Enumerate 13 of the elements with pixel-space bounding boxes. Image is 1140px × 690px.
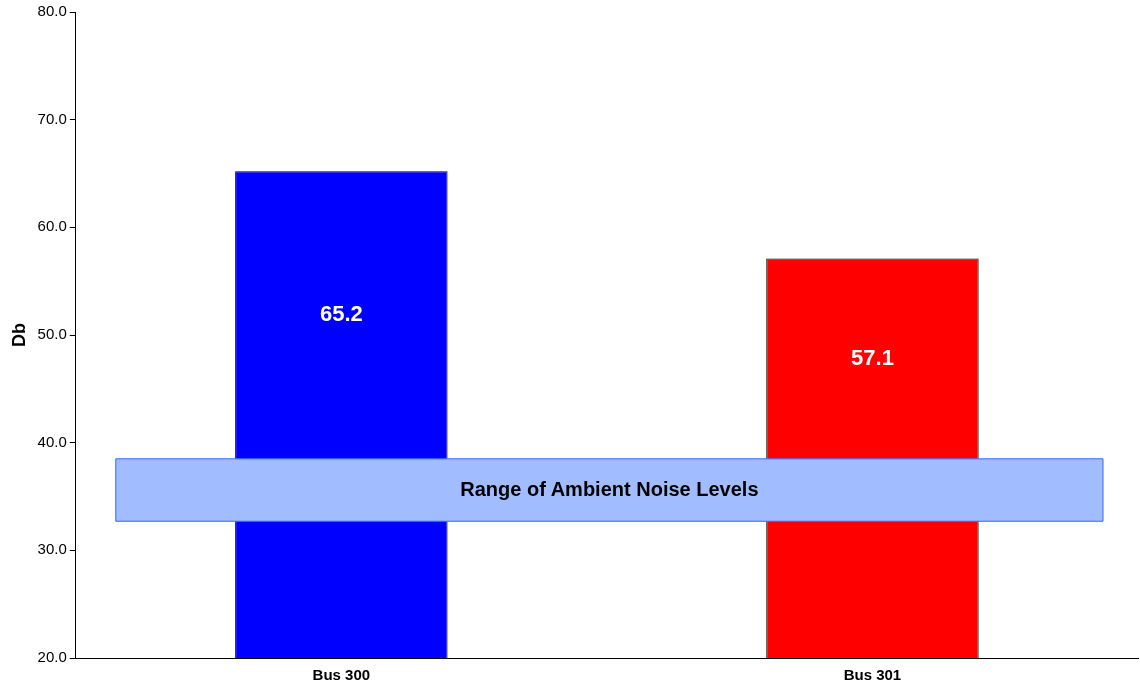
y-tick-label: 70.0 xyxy=(37,109,67,127)
y-tick-label: 60.0 xyxy=(37,217,67,235)
x-tick-label: Bus 300 xyxy=(312,666,371,684)
band-label: Range of Ambient Noise Levels xyxy=(460,477,759,500)
y-tick-label: 40.0 xyxy=(37,432,67,450)
y-tick-label: 50.0 xyxy=(37,325,67,343)
x-tick-label: Bus 301 xyxy=(843,666,902,684)
y-tick-label: 80.0 xyxy=(37,2,67,20)
y-tick-label: 30.0 xyxy=(37,540,67,558)
data-label: 65.2 xyxy=(319,301,363,327)
data-label: 57.1 xyxy=(851,344,894,370)
y-axis-title: Db xyxy=(8,323,29,347)
y-tick-label: 20.0 xyxy=(37,648,67,666)
